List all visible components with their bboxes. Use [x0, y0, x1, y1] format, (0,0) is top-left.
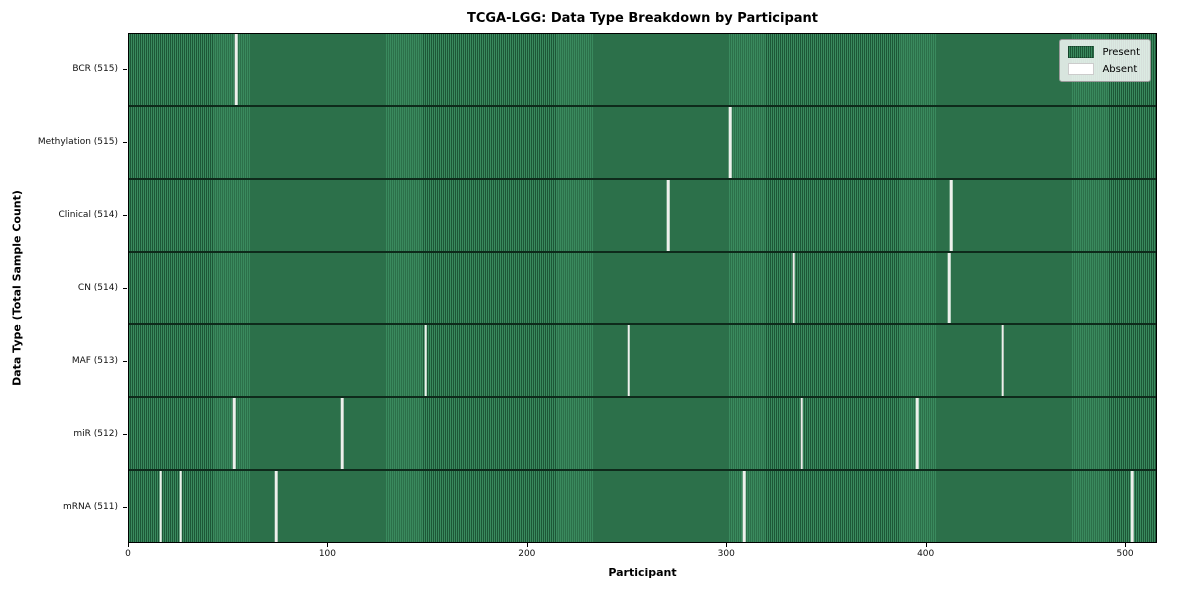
heatmap-row [129, 323, 1156, 397]
y-tick-mark [123, 360, 127, 362]
heatmap-row [129, 34, 1156, 105]
absent-gap [424, 325, 427, 397]
absent-gap [947, 252, 951, 324]
absent-gap [340, 398, 344, 470]
x-tick-mark [925, 543, 927, 547]
absent-gap [1001, 325, 1005, 397]
legend: Present Absent [1059, 39, 1151, 82]
y-tick-label: miR (512) [73, 428, 118, 439]
y-tick-mark [123, 69, 127, 71]
legend-label-absent: Absent [1102, 63, 1138, 75]
plot-area: Present Absent [128, 33, 1157, 543]
heatmap-row [129, 469, 1156, 543]
legend-label-present: Present [1102, 46, 1140, 58]
absent-gap [949, 179, 953, 251]
y-tick-mark [123, 142, 127, 144]
x-tick-mark [726, 543, 728, 547]
y-tick-mark [123, 506, 127, 508]
x-tick-label: 300 [717, 549, 735, 559]
absent-gap [792, 252, 796, 324]
x-tick-mark [526, 543, 528, 547]
heatmap-rows [129, 34, 1156, 543]
absent-gap [235, 34, 238, 105]
y-tick-label: CN (514) [77, 283, 118, 293]
y-tick-mark [123, 433, 127, 435]
absent-gap [667, 179, 670, 251]
x-tick-label: 200 [518, 549, 536, 559]
y-tick-label: Methylation (515) [37, 137, 118, 148]
x-tick-label: 400 [917, 549, 935, 559]
absent-gap [179, 471, 183, 543]
legend-swatch-absent-icon [1068, 63, 1095, 75]
absent-gap [728, 106, 732, 178]
x-tick-mark [327, 543, 329, 547]
absent-gap [915, 398, 919, 470]
x-tick-label: 100 [318, 549, 336, 559]
heatmap-row [129, 177, 1156, 251]
absent-gap [1130, 471, 1134, 543]
y-tick-label: mRNA (511) [63, 501, 118, 512]
y-tick-label: BCR (515) [72, 64, 118, 75]
x-tick-label: 0 [125, 549, 131, 559]
legend-item-absent: Absent [1068, 63, 1140, 75]
legend-swatch-present-icon [1068, 46, 1095, 58]
absent-gap [627, 325, 630, 397]
y-tick-mark [123, 288, 127, 289]
absent-gap [742, 471, 746, 543]
y-tick-label: MAF (513) [71, 355, 118, 366]
x-tick-mark [1125, 543, 1127, 547]
x-tick-label: 500 [1116, 549, 1134, 559]
heatmap-row [129, 396, 1156, 470]
x-tick-mark [128, 543, 129, 547]
x-axis-label: Participant [608, 566, 677, 579]
chart-title: TCGA-LGG: Data Type Breakdown by Partici… [466, 11, 819, 26]
absent-gap [233, 398, 236, 470]
heatmap-row [129, 104, 1156, 178]
absent-gap [159, 471, 163, 543]
heatmap-row [129, 250, 1156, 324]
absent-gap [800, 398, 804, 470]
legend-item-present: Present [1068, 46, 1140, 58]
absent-gap [274, 471, 278, 543]
y-tick-mark [123, 215, 127, 217]
y-tick-label: Clinical (514) [58, 210, 118, 221]
